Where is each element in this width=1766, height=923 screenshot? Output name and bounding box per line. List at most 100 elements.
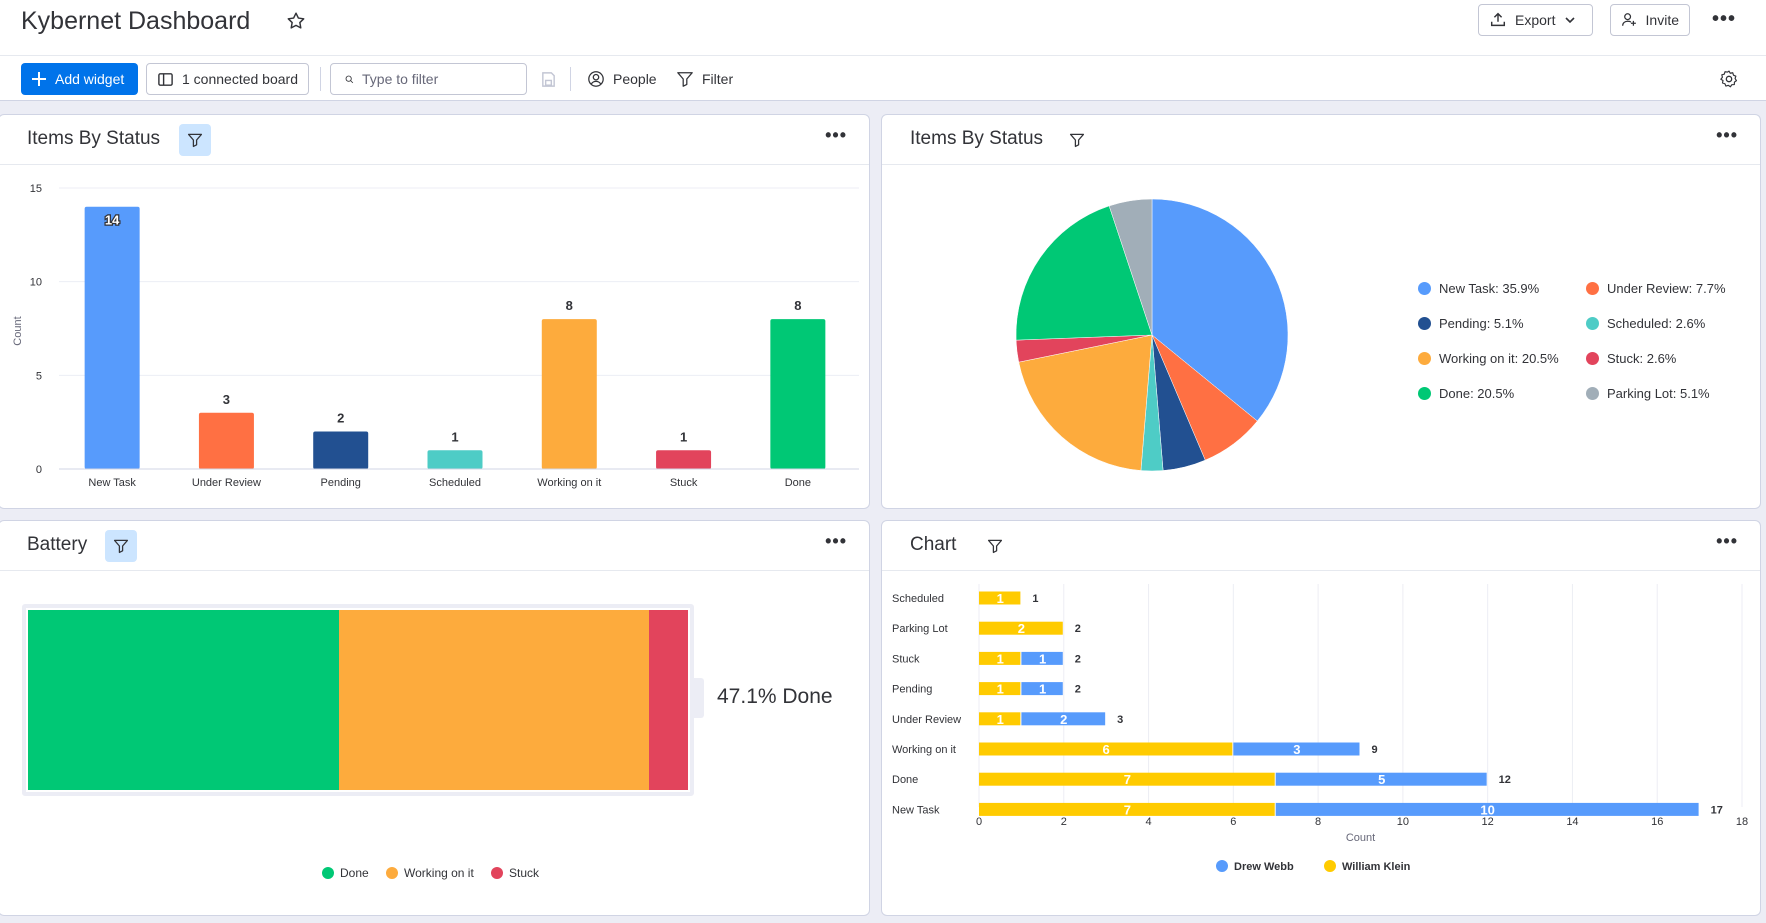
x-tick-label: 2 xyxy=(1061,816,1067,828)
bar[interactable] xyxy=(84,206,140,469)
bar-total-label: 3 xyxy=(1117,714,1123,726)
bar-segment[interactable] xyxy=(979,742,1233,756)
x-tick-label: 10 xyxy=(1397,816,1409,828)
pie-legend-item[interactable]: Under Review: 7.7% xyxy=(1586,281,1726,296)
battery-legend-item[interactable]: Done xyxy=(322,866,369,880)
battery-bar xyxy=(28,610,688,790)
add-widget-button[interactable]: Add widget xyxy=(21,63,138,95)
bar-segment[interactable] xyxy=(1275,802,1699,816)
connected-board-button[interactable]: 1 connected board xyxy=(146,63,309,95)
bar-segment[interactable] xyxy=(1021,651,1063,665)
bar[interactable] xyxy=(313,431,369,469)
x-tick-label: Pending xyxy=(321,477,361,489)
invite-button[interactable]: Invite xyxy=(1610,4,1690,36)
x-tick-label: 16 xyxy=(1651,816,1663,828)
bar-total-label: 2 xyxy=(1075,623,1081,635)
legend-label: Scheduled: 2.6% xyxy=(1607,316,1706,331)
legend-label: Parking Lot: 5.1% xyxy=(1607,386,1710,401)
widget-more-icon[interactable]: ••• xyxy=(825,125,847,145)
filter-icon xyxy=(187,133,203,148)
widget-more-icon[interactable]: ••• xyxy=(1716,125,1738,145)
widget-header: Battery ••• xyxy=(0,521,869,571)
legend-color-dot xyxy=(1418,352,1431,365)
export-button[interactable]: Export xyxy=(1478,4,1593,36)
segment-value-label: 10 xyxy=(1480,802,1494,817)
bar[interactable] xyxy=(770,319,826,469)
pie-legend-item[interactable]: New Task: 35.9% xyxy=(1418,281,1539,296)
pie-slice[interactable] xyxy=(1018,334,1153,471)
battery-segment[interactable] xyxy=(28,610,339,790)
battery-legend-item[interactable]: Working on it xyxy=(386,866,474,880)
x-tick-label: Under Review xyxy=(192,477,261,489)
widget-header: Items By Status ••• xyxy=(882,115,1760,165)
bar-segment[interactable] xyxy=(979,682,1021,696)
dashboard-toolbar: Add widget 1 connected board People Filt… xyxy=(0,55,1766,101)
chevron-down-icon xyxy=(1565,17,1576,24)
legend-color-dot xyxy=(1586,387,1599,400)
widget-title: Items By Status xyxy=(910,128,1044,149)
bar-segment[interactable] xyxy=(979,621,1063,635)
legend-label: Done: 20.5% xyxy=(1439,386,1515,401)
bar-segment[interactable] xyxy=(979,712,1021,726)
filter-icon xyxy=(113,539,129,554)
pie-legend-item[interactable]: Stuck: 2.6% xyxy=(1586,351,1676,366)
more-options-icon[interactable]: ••• xyxy=(1712,8,1737,30)
battery-segment[interactable] xyxy=(338,610,650,790)
favorite-star-icon[interactable] xyxy=(285,10,307,32)
bar-segment[interactable] xyxy=(1275,772,1487,786)
bar-segment[interactable] xyxy=(979,651,1021,665)
bar[interactable] xyxy=(656,450,712,469)
legend-color-dot xyxy=(1418,387,1431,400)
battery-segment[interactable] xyxy=(649,610,688,790)
legend-color-dot xyxy=(322,867,334,879)
bar-segment[interactable] xyxy=(1021,712,1106,726)
person-icon xyxy=(588,71,604,87)
widget-filter-button[interactable] xyxy=(179,124,211,156)
bar-total-label: 9 xyxy=(1372,744,1378,756)
bar-segment[interactable] xyxy=(979,772,1275,786)
widget-filter-button[interactable] xyxy=(979,530,1011,562)
filter-search-field[interactable] xyxy=(330,63,527,95)
x-tick-label: Stuck xyxy=(670,477,698,489)
widget-more-icon[interactable]: ••• xyxy=(825,531,847,551)
bar-segment[interactable] xyxy=(1233,742,1360,756)
widget-more-icon[interactable]: ••• xyxy=(1716,531,1738,551)
filter-button[interactable]: Filter xyxy=(676,63,733,95)
bar-value-label: 8 xyxy=(794,298,801,313)
x-tick-label: 18 xyxy=(1736,816,1748,828)
x-tick-label: 4 xyxy=(1145,816,1151,828)
people-filter-button[interactable]: People xyxy=(587,63,657,95)
filter-input[interactable] xyxy=(362,71,512,87)
legend-label[interactable]: William Klein xyxy=(1342,861,1411,873)
pie-slice[interactable] xyxy=(1108,198,1153,336)
legend-color-dot xyxy=(1418,282,1431,295)
widget-filter-button[interactable] xyxy=(105,530,137,562)
pie-slice[interactable] xyxy=(1015,205,1153,341)
widget-filter-button[interactable] xyxy=(1061,124,1093,156)
pie-legend-item[interactable]: Done: 20.5% xyxy=(1418,386,1514,401)
segment-value-label: 1 xyxy=(997,651,1004,666)
bar[interactable] xyxy=(198,412,254,469)
bar-segment[interactable] xyxy=(979,591,1021,605)
y-axis-label: Count xyxy=(12,316,24,345)
battery-legend-item[interactable]: Stuck xyxy=(491,866,539,880)
pie-slice[interactable] xyxy=(1151,198,1289,422)
bar[interactable] xyxy=(427,450,483,469)
widget-header: Chart ••• xyxy=(882,521,1760,571)
y-tick-label: Stuck xyxy=(892,653,920,665)
bar[interactable] xyxy=(541,319,597,469)
pie-legend-item[interactable]: Working on it: 20.5% xyxy=(1418,351,1559,366)
widget-title: Chart xyxy=(910,534,957,555)
bar-segment[interactable] xyxy=(1021,682,1063,696)
status-pie-chart xyxy=(1015,198,1289,472)
gear-icon[interactable] xyxy=(1719,69,1739,89)
pie-legend-item[interactable]: Scheduled: 2.6% xyxy=(1586,316,1705,331)
invite-label: Invite xyxy=(1645,12,1679,28)
bar-segment[interactable] xyxy=(979,802,1275,816)
legend-color-dot xyxy=(491,867,503,879)
pie-legend-item[interactable]: Pending: 5.1% xyxy=(1418,316,1524,331)
legend-label[interactable]: Drew Webb xyxy=(1234,861,1294,873)
save-view-icon[interactable] xyxy=(540,71,557,88)
pie-legend-item[interactable]: Parking Lot: 5.1% xyxy=(1586,386,1710,401)
segment-value-label: 2 xyxy=(1018,621,1025,636)
